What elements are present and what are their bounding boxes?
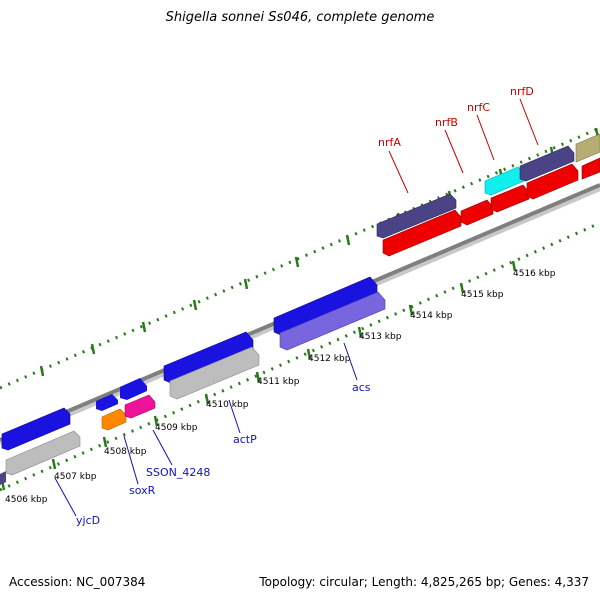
map-title: Shigella sonnei Ss046, complete genome (165, 10, 435, 25)
leader-nrfC (476, 114, 495, 161)
gene-acs-purple (279, 291, 386, 351)
label-yjcD: yjcD (76, 514, 100, 527)
lower-major-tick (408, 304, 414, 316)
lower-major-tick (51, 458, 57, 470)
lower-major-tick (511, 260, 517, 272)
upper-major-tick (39, 365, 45, 377)
upper-major-tick (141, 321, 147, 333)
gene-SSON_4248 (124, 394, 156, 419)
gene-right-red (581, 157, 600, 180)
gene-small-blue-2 (120, 378, 147, 400)
gene-right-olive (575, 133, 600, 163)
nrf-operon-track (376, 133, 600, 257)
accession-text: Accession: NC_007384 (9, 575, 146, 589)
upper-major-tick (243, 278, 249, 290)
lower-major-tick (459, 282, 465, 294)
label-actP: actP (233, 433, 257, 446)
scale-label: 4515 kbp (461, 290, 504, 300)
gene-soxR (101, 408, 127, 431)
gene-nrfC-cyan (484, 166, 525, 196)
lower-tick-track (0, 221, 600, 492)
leader-nrfD (519, 98, 539, 146)
gene-nrfC-red (490, 184, 530, 213)
scale-label: 4513 kbp (359, 332, 402, 342)
scale-label: 4512 kbp (308, 354, 351, 364)
gene-yjcD-gray (5, 430, 81, 476)
label-SSON_4248: SSON_4248 (146, 466, 210, 479)
lower-major-tick (255, 371, 261, 383)
leader-SSON_4248 (152, 429, 173, 466)
scale-label: 4509 kbp (155, 423, 198, 433)
scale-label: 4510 kbp (206, 400, 249, 410)
leader-acs (343, 342, 358, 381)
upper-major-tick (345, 234, 351, 246)
leader-soxR (123, 435, 139, 485)
gene-yjcD-blue (1, 407, 71, 451)
lower-major-tick (306, 348, 312, 360)
scale-label: 4507 kbp (54, 472, 97, 482)
gene-labels: yjcD soxR SSON_4248 actP acs nrfA nrfB n… (76, 85, 534, 527)
leader-nrfA (388, 150, 409, 194)
genome-summary-text: Topology: circular; Length: 4,825,265 bp… (259, 575, 589, 589)
gene-small-blue-1 (96, 394, 118, 411)
label-nrfA: nrfA (378, 136, 401, 149)
label-leaders (54, 98, 539, 517)
label-nrfB: nrfB (435, 116, 458, 129)
gene-left-edge (0, 471, 6, 485)
label-acs: acs (352, 381, 371, 394)
lower-major-tick (102, 436, 108, 448)
gene-nrfA-red (382, 209, 462, 257)
lower-major-tick (357, 326, 363, 338)
upper-major-tick (294, 256, 300, 268)
leader-yjcD (54, 477, 77, 517)
leader-actP (228, 399, 241, 434)
scale-labels: 4506 kbp 4507 kbp 4508 kbp 4509 kbp 4510 kbp… (5, 269, 556, 505)
gene-nrfA-navy (376, 193, 457, 239)
upper-major-tick (90, 343, 96, 355)
feature-track (0, 276, 386, 485)
label-soxR: soxR (129, 484, 156, 497)
lower-major-tick (153, 415, 159, 427)
lower-major-tick (204, 393, 210, 405)
gene-nrfD-red (526, 163, 579, 200)
gene-nrfB-red (460, 199, 494, 226)
scale-label: 4516 kbp (513, 269, 556, 279)
scale-label: 4508 kbp (104, 447, 147, 457)
scale-label: 4511 kbp (257, 377, 300, 387)
upper-tick-track (0, 126, 600, 390)
scale-label: 4514 kbp (410, 311, 453, 321)
scale-label: 4506 kbp (5, 495, 48, 505)
label-nrfD: nrfD (510, 85, 534, 98)
label-nrfC: nrfC (467, 101, 490, 114)
gene-nrfD-navy (519, 145, 575, 182)
upper-major-tick (192, 299, 198, 311)
leader-nrfB (444, 129, 464, 174)
gene-actP-gray (169, 346, 260, 400)
